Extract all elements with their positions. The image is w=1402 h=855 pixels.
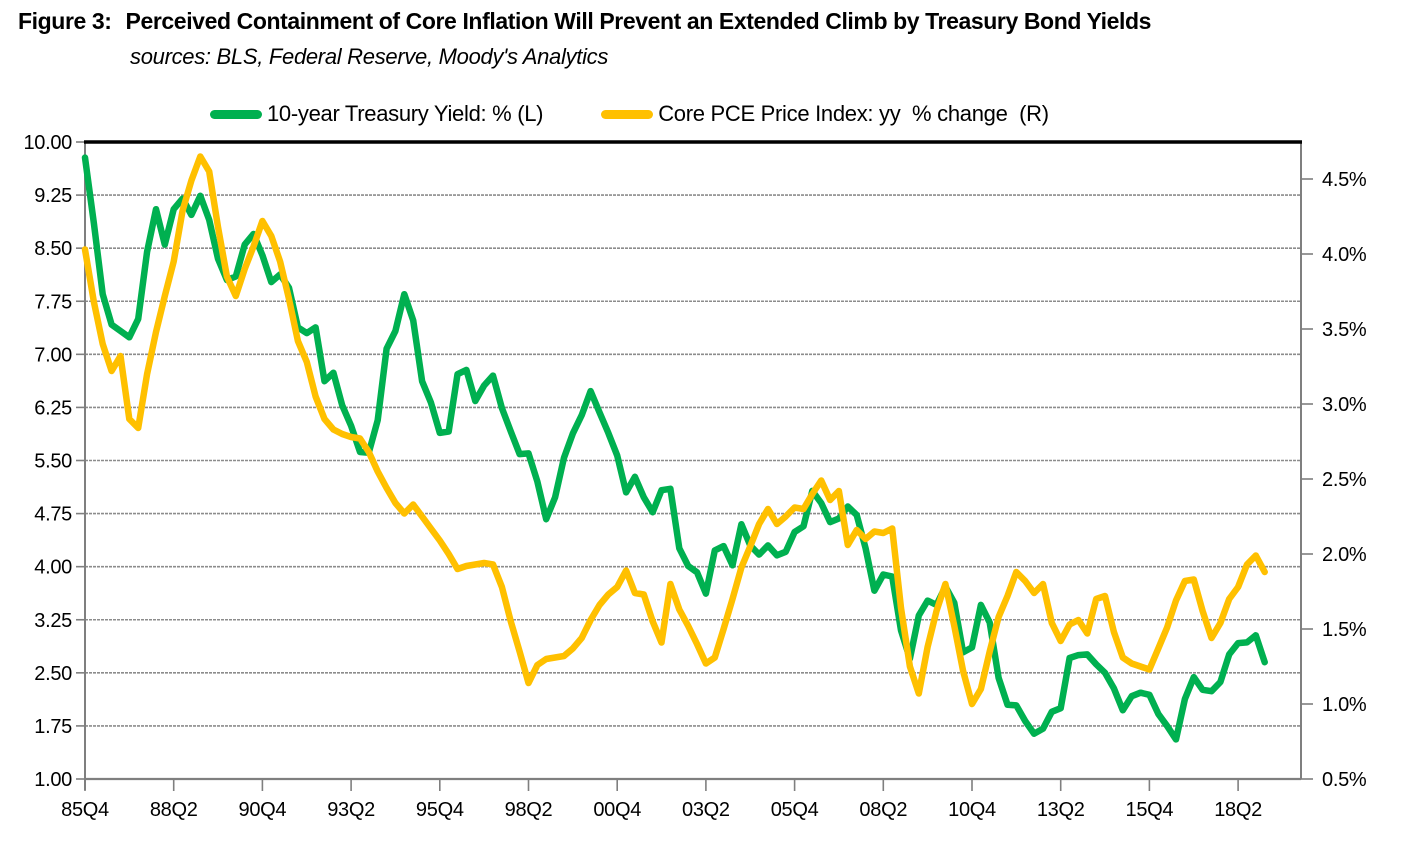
- y-right-tick-label: 2.0%: [1322, 544, 1367, 566]
- y-right-tick-label: 1.0%: [1322, 694, 1367, 716]
- y-left-tick-label: 7.75: [34, 291, 72, 313]
- x-tick-label: 08Q2: [859, 799, 907, 821]
- x-tick-label: 90Q4: [239, 799, 287, 821]
- x-tick-label: 13Q2: [1037, 799, 1085, 821]
- y-left-tick-label: 6.25: [34, 397, 72, 419]
- legend-item-treasury-yield: 10-year Treasury Yield: % (L): [210, 101, 544, 127]
- y-left-tick-label: 1.00: [34, 769, 72, 791]
- figure-number: Figure 3:: [18, 8, 112, 34]
- core-pce-swatch-icon: [601, 109, 654, 119]
- chart-legend: 10-year Treasury Yield: % (L) Core PCE P…: [210, 101, 1049, 127]
- treasury-yield-line: [81, 154, 1268, 743]
- legend-label-treasury-yield: 10-year Treasury Yield: % (L): [267, 101, 544, 126]
- x-tick-label: 15Q4: [1126, 799, 1174, 821]
- y-right-tick-label: 2.5%: [1322, 469, 1367, 491]
- y-right-tick-label: 4.5%: [1322, 169, 1367, 191]
- y-left-tick-label: 9.25: [34, 185, 72, 207]
- x-tick-label: 00Q4: [593, 799, 641, 821]
- y-left-tick-label: 10.00: [23, 132, 72, 154]
- y-left-tick-label: 3.25: [34, 610, 72, 632]
- x-tick-label: 05Q4: [771, 799, 819, 821]
- y-right-tick-label: 3.0%: [1322, 394, 1367, 416]
- y-left-tick-label: 2.50: [34, 663, 72, 685]
- legend-item-core-pce: Core PCE Price Index: yy % change (R): [601, 101, 1049, 127]
- y-left-tick-label: 7.00: [34, 344, 72, 366]
- x-tick-label: 10Q4: [948, 799, 996, 821]
- y-right-tick-label: 0.5%: [1322, 769, 1367, 791]
- y-left-tick-label: 4.00: [34, 557, 72, 579]
- x-tick-label: 98Q2: [505, 799, 553, 821]
- treasury-yield-swatch-icon: [210, 109, 262, 119]
- y-left-tick-label: 1.75: [34, 716, 72, 738]
- x-tick-label: 95Q4: [416, 799, 464, 821]
- y-right-tick-label: 3.5%: [1322, 319, 1367, 341]
- x-tick-label: 88Q2: [150, 799, 198, 821]
- y-right-tick-label: 1.5%: [1322, 619, 1367, 641]
- y-left-tick-label: 5.50: [34, 451, 72, 473]
- x-tick-label: 18Q2: [1214, 799, 1262, 821]
- figure-sources: sources: BLS, Federal Reserve, Moody's A…: [130, 44, 609, 69]
- y-left-tick-label: 4.75: [34, 504, 72, 526]
- y-right-tick-label: 4.0%: [1322, 244, 1367, 266]
- x-tick-label: 85Q4: [61, 799, 109, 821]
- figure-title-text: Perceived Containment of Core Inflation …: [125, 8, 1152, 34]
- y-left-tick-label: 8.50: [34, 238, 72, 260]
- x-tick-label: 93Q2: [327, 799, 375, 821]
- figure-title: Figure 3: Perceived Containment of Core I…: [18, 8, 1388, 35]
- core-pce-line: [81, 153, 1268, 708]
- legend-label-core-pce: Core PCE Price Index: yy % change (R): [658, 101, 1049, 126]
- x-tick-label: 03Q2: [682, 799, 730, 821]
